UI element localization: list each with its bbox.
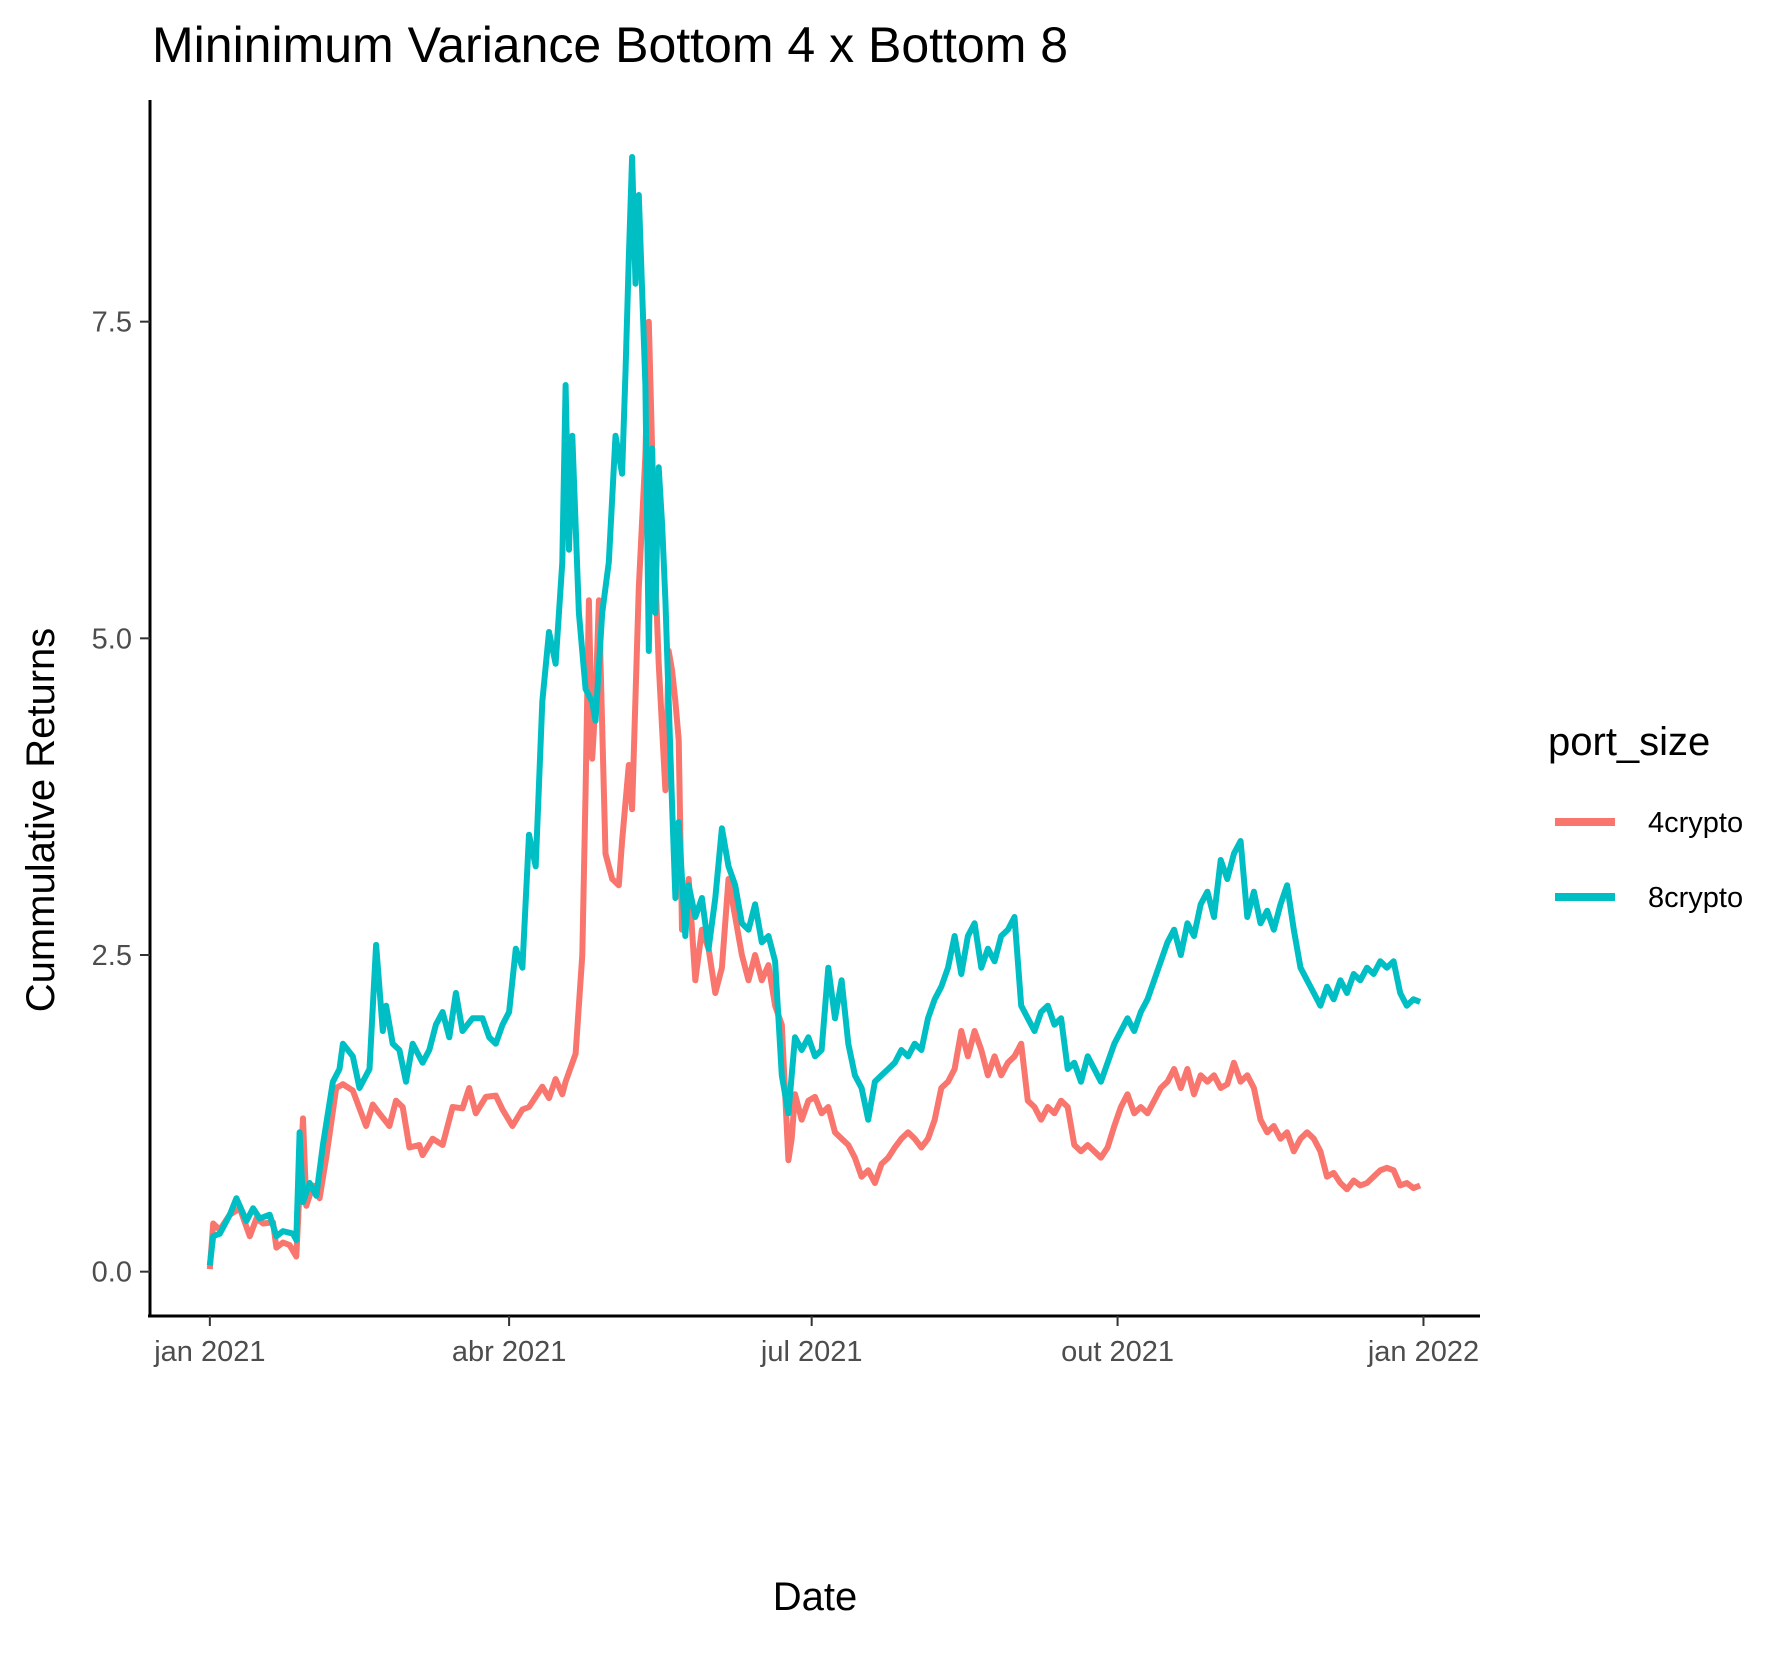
y-axis-title: Cummulative Returns <box>19 628 63 1013</box>
y-tick-label: 7.5 <box>92 307 132 339</box>
legend-label-4crypto: 4crypto <box>1648 807 1743 839</box>
x-axis-ticks: jan 2021 abr 2021 jul 2021 out 2021 jan 2022 <box>153 1316 1479 1368</box>
legend-item-8crypto: 8crypto <box>1555 882 1743 914</box>
x-tick-label: out 2021 <box>1061 1336 1174 1368</box>
y-tick-label: 2.5 <box>92 940 132 972</box>
series-line-4crypto <box>206 318 1422 1270</box>
chart-title: Mininimum Variance Bottom 4 x Bottom 8 <box>152 17 1068 73</box>
legend-label-8crypto: 8crypto <box>1648 882 1743 914</box>
legend-items: 4crypto 8crypto <box>1555 807 1743 914</box>
legend-item-4crypto: 4crypto <box>1555 807 1743 839</box>
x-tick-label: jan 2021 <box>153 1336 265 1368</box>
x-tick-label: jan 2022 <box>1367 1336 1479 1368</box>
series-layer <box>206 154 1422 1270</box>
legend: port_size 4crypto 8crypto <box>1548 720 1743 914</box>
x-axis-title: Date <box>773 1575 858 1619</box>
x-tick-label: jul 2021 <box>760 1336 863 1368</box>
y-tick-label: 0.0 <box>92 1257 132 1289</box>
series-line-8crypto <box>206 154 1422 1266</box>
x-tick-label: abr 2021 <box>452 1336 567 1368</box>
y-tick-label: 5.0 <box>92 623 132 655</box>
y-axis-ticks: 0.0 2.5 5.0 7.5 <box>92 307 150 1289</box>
legend-title: port_size <box>1548 720 1710 764</box>
